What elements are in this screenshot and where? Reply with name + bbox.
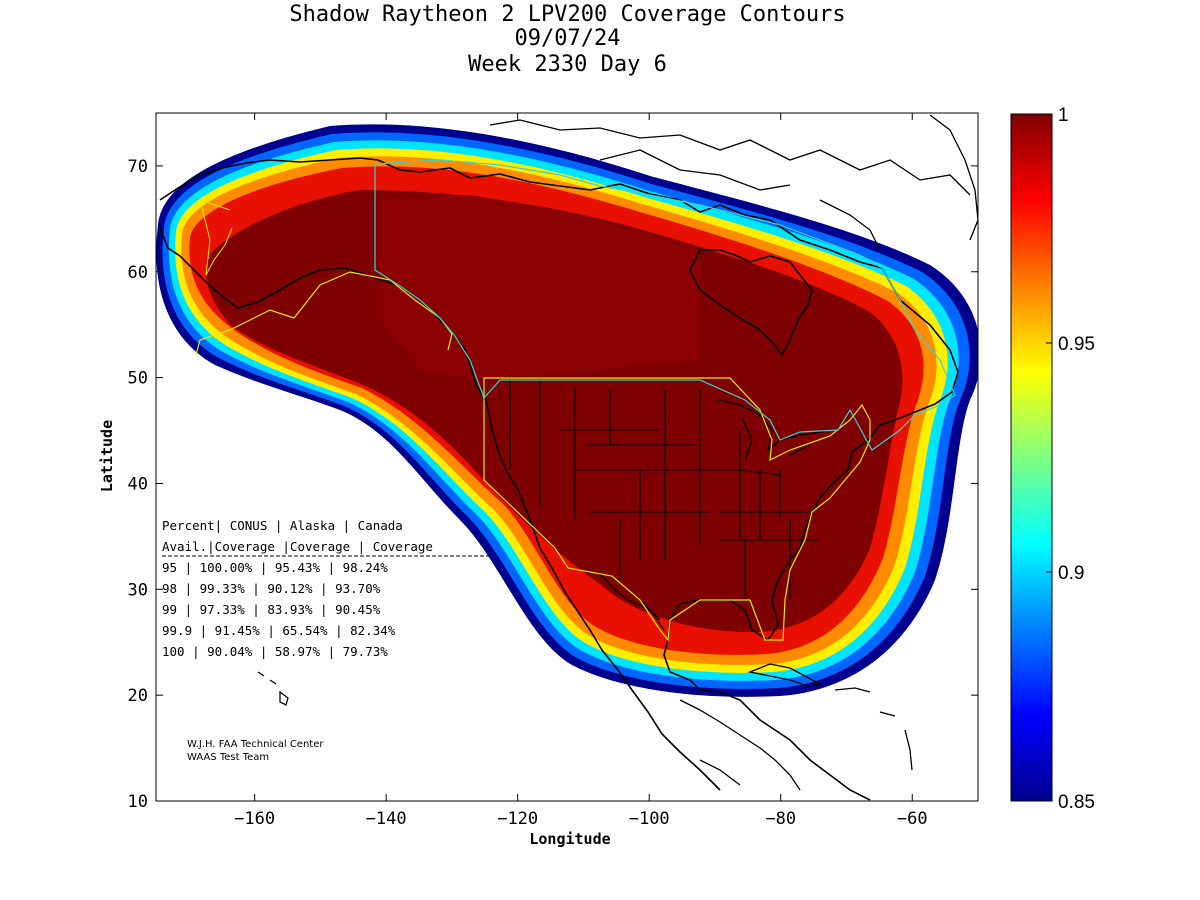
- y-tick-label: 10: [128, 792, 148, 812]
- coastline-hudson-bay: [689, 249, 813, 357]
- chart-date: 09/07/24: [514, 26, 621, 51]
- x-tick-label: −140: [366, 809, 407, 829]
- colorbar-tick-label: 0.95: [1058, 334, 1095, 355]
- table-row: 95 | 100.00% | 95.43% | 98.24%: [162, 560, 388, 575]
- coastline-layer: [159, 114, 978, 801]
- table-row: 99.9 | 91.45% | 65.54% | 82.34%: [162, 623, 396, 638]
- chart-title: Shadow Raytheon 2 LPV200 Coverage Contou…: [289, 2, 846, 27]
- colorbar-tick-label: 0.9: [1058, 563, 1084, 584]
- coverage-table: Percent| CONUS | Alaska | Canada Avail.|…: [162, 518, 490, 659]
- credit-line-2: WAAS Test Team: [187, 752, 269, 763]
- chart-week-day: Week 2330 Day 6: [468, 52, 667, 77]
- y-tick-label: 70: [128, 157, 148, 177]
- coastline-central-america: [679, 699, 801, 791]
- x-axis-label: Longitude: [529, 830, 610, 848]
- coastline-greenland: [929, 114, 978, 241]
- y-tick-label: 40: [128, 474, 148, 494]
- border-conus: [483, 377, 871, 642]
- x-tick-label: −100: [629, 809, 670, 829]
- coastline-pacific: [159, 227, 721, 791]
- x-tick-label: −120: [497, 809, 538, 829]
- colorbar: [1010, 113, 1053, 802]
- table-row: 98 | 99.33% | 90.12% | 93.70%: [162, 581, 381, 596]
- coastline-gulf: [599, 573, 665, 631]
- plot-frame: [155, 112, 979, 802]
- contour-100-interior: [380, 195, 700, 380]
- y-tick-label: 60: [128, 263, 148, 283]
- credit-line-1: W.J.H. FAA Technical Center: [187, 739, 324, 750]
- x-axis-ticks: −160 −140 −120 −100 −80 −60: [234, 113, 928, 829]
- x-tick-label: −160: [234, 809, 275, 829]
- coastline-great-lakes: [717, 399, 833, 461]
- coastline-arctic-islands: [489, 119, 971, 251]
- y-tick-label: 30: [128, 580, 148, 600]
- coastline-cuba: [747, 663, 822, 687]
- coastline-north-america: [159, 157, 959, 801]
- y-axis-ticks: 10 20 30 40 50 60 70: [128, 157, 978, 812]
- region-borders: [195, 159, 956, 642]
- coastline-caribbean: [834, 687, 913, 771]
- colorbar-ticks: 1 0.95 0.9 0.85: [1046, 105, 1095, 813]
- x-tick-label: −80: [765, 809, 796, 829]
- y-tick-label: 20: [128, 686, 148, 706]
- x-tick-label: −60: [897, 809, 928, 829]
- y-tick-label: 50: [128, 369, 148, 389]
- table-header-1: Percent| CONUS | Alaska | Canada: [162, 518, 403, 533]
- table-header-2: Avail.|Coverage |Coverage | Coverage: [162, 539, 433, 554]
- border-alaska-yukon: [199, 199, 233, 276]
- border-canada: [374, 159, 956, 451]
- colorbar-tick-label: 1: [1058, 105, 1069, 126]
- table-row: 100 | 90.04% | 58.97% | 79.73%: [162, 644, 388, 659]
- y-axis-label: Latitude: [98, 420, 116, 492]
- table-row: 99 | 97.33% | 83.93% | 90.45%: [162, 602, 381, 617]
- coastline-hawaii: [257, 671, 289, 706]
- coverage-contours: [156, 124, 978, 697]
- colorbar-tick-label: 0.85: [1058, 792, 1095, 813]
